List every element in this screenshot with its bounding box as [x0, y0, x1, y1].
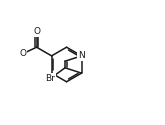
Text: Br: Br — [46, 74, 55, 83]
Text: O: O — [33, 27, 40, 36]
Text: O: O — [19, 49, 26, 58]
Text: N: N — [78, 51, 85, 60]
